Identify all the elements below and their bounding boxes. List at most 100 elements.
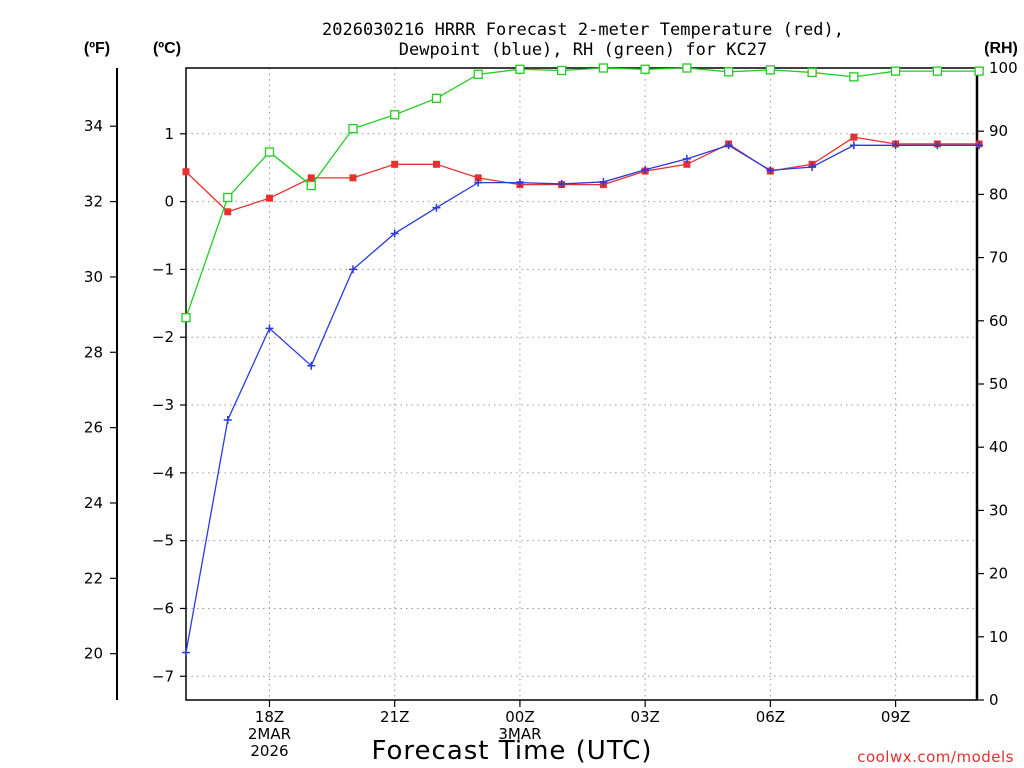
rh-tick-label: 90 [989,122,1008,140]
relative-humidity-point [431,93,442,103]
x-axis-title: Forecast Time (UTC) [371,736,652,766]
rh-tick-label: 40 [989,438,1008,456]
rh-tick-label: 0 [989,691,999,709]
rh-tick-label: 10 [989,628,1008,646]
dewpoint-point [682,154,691,163]
temperature-point [850,133,858,141]
celsius-unit-label: (ºC) [153,40,181,57]
celsius-tick-label: 1 [164,125,174,143]
rh-tick-label: 50 [989,375,1008,393]
relative-humidity-point [807,67,817,78]
relative-humidity-point [348,124,358,134]
fahrenheit-tick-label: 24 [84,494,103,512]
relative-humidity-point [473,69,483,79]
celsius-tick-label: −5 [152,532,174,550]
fahrenheit-tick-label: 34 [84,117,103,135]
dewpoint-point [557,179,566,188]
rh-unit-label: (RH) [984,40,1018,57]
x-tick-label: 06Z [756,708,785,726]
temperature-point [182,168,190,176]
rh-tick-label: 70 [989,249,1008,267]
dewpoint-point [849,141,858,150]
rh-tick-label: 100 [989,59,1018,77]
dewpoint-point [641,165,650,174]
celsius-tick-label: −7 [152,667,174,685]
celsius-tick-label: −2 [152,328,174,346]
fahrenheit-unit-label: (ºF) [84,40,110,57]
relative-humidity-point [765,65,776,75]
grid-lines [186,68,977,700]
dewpoint-point [766,166,775,175]
temperature-point [391,160,399,168]
dewpoint-point [891,141,900,150]
relative-humidity-point [390,110,400,120]
temperature-point [474,174,482,182]
dewpoint-line [185,144,980,653]
celsius-tick-label: 0 [164,193,174,211]
fahrenheit-tick-label: 30 [84,268,103,286]
rh-tick-label: 30 [989,501,1008,519]
data-series [181,63,984,657]
x-tick-label: 18Z [255,708,284,726]
x-tick-label: 2026 [250,742,288,760]
dewpoint-point [265,324,274,333]
fahrenheit-tick-label: 28 [84,343,103,361]
temperature-point [683,160,691,168]
relative-humidity-point [557,65,567,76]
chart-title-line1: 2026030216 HRRR Forecast 2-meter Tempera… [322,20,844,40]
relative-humidity-point [598,63,609,73]
dewpoint-point [808,163,817,172]
source-credit: coolwx.com/models [857,748,1014,766]
dewpoint-point [223,415,232,424]
relative-humidity-point [932,66,942,76]
x-tick-label: 2MAR [248,725,291,743]
rh-tick-label: 60 [989,312,1008,330]
relative-humidity-point [849,72,859,82]
x-tick-label: 03Z [630,708,659,726]
relative-humidity-point [682,63,692,73]
plot-frame [185,67,978,701]
relative-humidity-point [640,64,650,74]
axes [110,67,984,707]
dewpoint-point [724,141,733,150]
dewpoint-point [599,177,608,186]
temperature-point [265,194,273,202]
relative-humidity-point [890,66,901,76]
dewpoint-point [182,648,190,657]
dewpoint-point [432,203,441,212]
relative-humidity-point [723,67,734,77]
temperature-point [224,208,232,216]
temperature-line [185,136,980,213]
celsius-tick-label: −4 [152,464,174,482]
relative-humidity-point [223,192,233,203]
temperature-point [307,174,315,182]
temperature-point [432,160,440,168]
celsius-tick-label: −6 [152,599,174,617]
relative-humidity-point [181,312,191,323]
chart-title-line2: Dewpoint (blue), RH (green) for KC27 [399,40,767,60]
relative-humidity-point [264,147,275,157]
rh-tick-label: 20 [989,565,1008,583]
dewpoint-point [390,229,399,238]
fahrenheit-tick-label: 20 [84,645,103,663]
celsius-tick-label: −3 [152,396,174,414]
dewpoint-point [474,178,483,187]
fahrenheit-tick-label: 32 [84,193,103,211]
x-tick-label: 21Z [380,708,409,726]
relative-humidity-point [306,180,316,191]
temperature-point [349,174,357,182]
dewpoint-point [307,361,316,370]
celsius-tick-label: −1 [152,260,174,278]
x-tick-label: 00Z [505,708,534,726]
relative-humidity-point [974,66,984,76]
relative-humidity-point [515,64,525,74]
fahrenheit-tick-label: 26 [84,419,103,437]
fahrenheit-tick-label: 22 [84,569,103,587]
relative-humidity-line [185,67,980,318]
x-tick-label: 3MAR [498,725,541,743]
x-tick-label: 09Z [881,708,910,726]
dewpoint-point [975,141,984,150]
dewpoint-point [933,141,942,150]
